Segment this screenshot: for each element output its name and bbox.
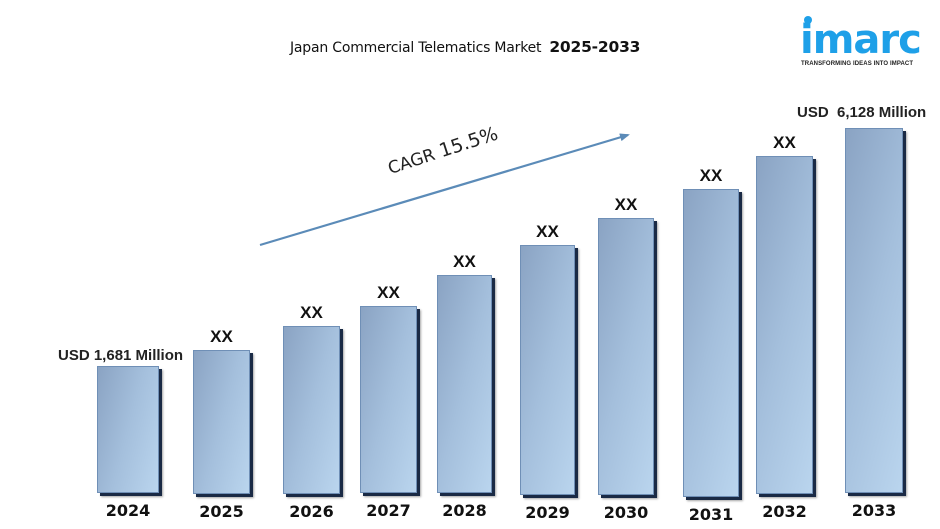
bar-2032 <box>756 156 813 494</box>
bar-value-label: XX <box>536 222 559 241</box>
cagr-label: CAGR15.5% <box>385 123 501 179</box>
cagr-text: CAGR <box>385 145 438 179</box>
bar-2031 <box>683 189 739 497</box>
x-axis-label-2026: 2026 <box>289 502 334 521</box>
logo-dot-icon <box>804 16 812 24</box>
bar-2029 <box>520 245 575 495</box>
logo-wordmark: imarc <box>800 17 922 63</box>
chart-title: Japan Commercial Telematics Market 2025-2… <box>290 38 640 56</box>
chart-title-years: 2025-2033 <box>549 38 641 56</box>
bar-2030 <box>598 218 654 495</box>
x-axis-label-2025: 2025 <box>199 502 244 521</box>
bar-value-label: XX <box>210 327 233 346</box>
logo-tagline: TRANSFORMING IDEAS INTO IMPACT <box>801 61 914 67</box>
x-axis-label-2028: 2028 <box>442 501 487 520</box>
chart-title-text: Japan Commercial Telematics Market <box>290 40 542 56</box>
bar-value-label: XX <box>377 283 400 302</box>
imarc-logo: imarc TRANSFORMING IDEAS INTO IMPACT <box>800 14 940 74</box>
x-axis-label-2033: 2033 <box>851 501 897 520</box>
cagr-value: 15.5% <box>436 122 501 163</box>
bar-value-label: XX <box>614 195 638 214</box>
end-value-label: USD 6,128 Million <box>797 104 927 121</box>
x-axis-label-2029: 2029 <box>525 503 570 522</box>
bar-2026 <box>283 326 340 494</box>
bar-2027 <box>360 306 417 493</box>
x-axis-label-2032: 2032 <box>762 502 807 521</box>
x-axis-label-2030: 2030 <box>603 503 649 522</box>
bar-value-label: XX <box>300 303 323 322</box>
bar-value-label: XX <box>699 166 723 185</box>
bar-2025 <box>193 350 250 494</box>
x-axis-label-2031: 2031 <box>688 505 734 524</box>
bar-value-label: XX <box>773 133 796 152</box>
bar-value-label: XX <box>453 252 476 271</box>
bar-2024 <box>97 366 159 493</box>
bar-2033 <box>845 128 903 493</box>
x-axis-label-2027: 2027 <box>366 501 411 520</box>
x-axis-label-2024: 2024 <box>105 501 151 520</box>
start-value-label: USD 1,681 Million <box>58 347 184 364</box>
bar-2028 <box>437 275 492 493</box>
